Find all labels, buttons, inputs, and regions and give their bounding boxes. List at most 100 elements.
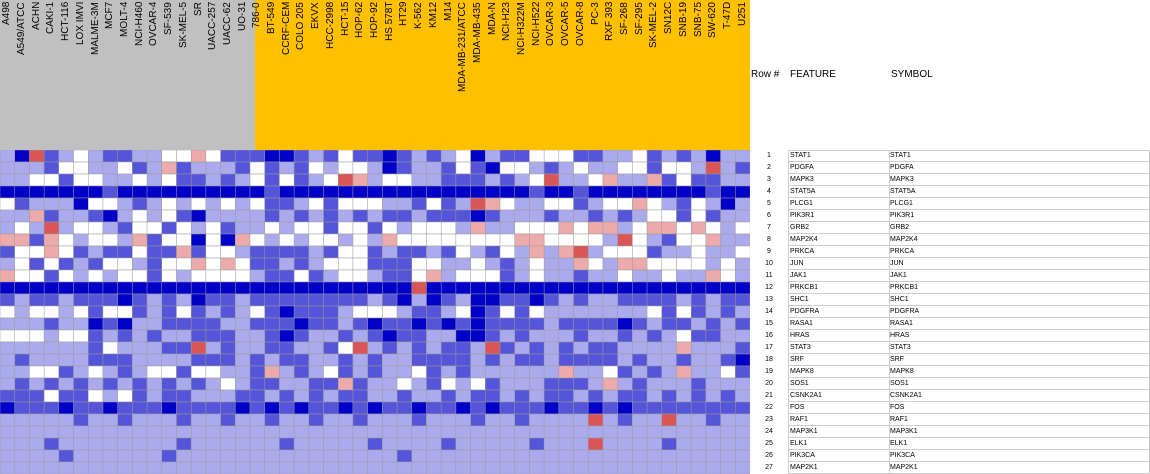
heatmap-cell bbox=[382, 401, 398, 415]
heatmap-cell bbox=[161, 293, 177, 307]
heatmap-cell bbox=[411, 233, 427, 247]
heatmap-cell bbox=[455, 293, 471, 307]
heatmap-cell bbox=[87, 401, 104, 415]
feature-cell: SRF bbox=[790, 356, 804, 363]
heatmap-cell bbox=[529, 233, 545, 247]
heatmap-cell bbox=[43, 341, 60, 355]
heatmap-cell bbox=[382, 305, 398, 319]
heatmap-cell bbox=[337, 461, 354, 474]
grid-line bbox=[889, 366, 890, 378]
heatmap-cell bbox=[264, 281, 280, 295]
heatmap-cell bbox=[73, 161, 89, 175]
heatmap-cell bbox=[543, 365, 560, 379]
heatmap-cell bbox=[102, 365, 119, 379]
heatmap-cell bbox=[308, 257, 324, 271]
heatmap-cell bbox=[73, 329, 89, 343]
heatmap-cell bbox=[455, 269, 471, 283]
heatmap-cell bbox=[87, 293, 104, 307]
heatmap-cell bbox=[602, 150, 619, 163]
heatmap-cell bbox=[279, 233, 295, 247]
heatmap-cell bbox=[720, 329, 736, 343]
heatmap-cell bbox=[720, 209, 736, 223]
heatmap-cell bbox=[235, 425, 251, 439]
heatmap-cell bbox=[690, 257, 707, 271]
heatmap-cell bbox=[249, 185, 266, 199]
heatmap-cell bbox=[602, 413, 619, 427]
heatmap-cell bbox=[661, 353, 677, 367]
heatmap-cell bbox=[602, 329, 619, 343]
grid-line bbox=[788, 246, 789, 258]
heatmap-cell bbox=[411, 389, 427, 403]
heatmap-cell bbox=[279, 425, 295, 439]
heatmap-cell bbox=[87, 377, 104, 391]
heatmap-cell bbox=[573, 437, 589, 451]
heatmap-cell bbox=[132, 413, 148, 427]
column-label: U251 bbox=[736, 2, 748, 26]
heatmap-cell bbox=[426, 293, 442, 307]
heatmap-cell bbox=[396, 209, 413, 223]
heatmap-cell bbox=[337, 437, 354, 451]
heatmap-cell bbox=[646, 461, 663, 474]
heatmap-cell bbox=[190, 353, 207, 367]
feature-cell: CSNK2A1 bbox=[790, 392, 822, 399]
heatmap-cell bbox=[705, 329, 721, 343]
heatmap-cell bbox=[382, 185, 398, 199]
symbol-cell: MAP3K1 bbox=[890, 428, 918, 435]
heatmap-cell bbox=[720, 353, 736, 367]
heatmap-cell bbox=[14, 353, 30, 367]
feature-cell: HRAS bbox=[790, 332, 810, 339]
heatmap-cell bbox=[323, 233, 339, 247]
heatmap-cell bbox=[264, 197, 280, 211]
heatmap-cell bbox=[735, 365, 750, 379]
row-number: 7 bbox=[767, 224, 771, 231]
heatmap-cell bbox=[87, 150, 104, 163]
heatmap-cell bbox=[117, 377, 133, 391]
heatmap-cell bbox=[558, 209, 574, 223]
heatmap-cell bbox=[646, 329, 663, 343]
heatmap-cell bbox=[573, 413, 589, 427]
heatmap-cell bbox=[587, 233, 604, 247]
heatmap-cell bbox=[558, 461, 574, 474]
heatmap-cell bbox=[646, 413, 663, 427]
heatmap-cell bbox=[264, 365, 280, 379]
heatmap-cell bbox=[176, 233, 192, 247]
heatmap-cell bbox=[308, 461, 324, 474]
heatmap-cell bbox=[485, 425, 501, 439]
heatmap-cell bbox=[176, 150, 192, 163]
heatmap-cell bbox=[132, 269, 148, 283]
heatmap-cell bbox=[132, 449, 148, 463]
heatmap-cell bbox=[352, 401, 369, 415]
table-row: 11 JAK1 JAK1 bbox=[750, 270, 1150, 282]
heatmap-cell bbox=[117, 245, 133, 259]
heatmap-cell bbox=[293, 449, 310, 463]
heatmap-cell bbox=[0, 221, 16, 235]
heatmap-cell bbox=[720, 281, 736, 295]
heatmap-cell bbox=[264, 245, 280, 259]
heatmap-cell bbox=[176, 341, 192, 355]
heatmap-cell bbox=[117, 365, 133, 379]
heatmap-cell bbox=[499, 353, 516, 367]
heatmap-cell bbox=[249, 317, 266, 331]
heatmap-cell bbox=[426, 221, 442, 235]
heatmap-cell bbox=[646, 437, 663, 451]
heatmap-cell bbox=[440, 150, 457, 163]
heatmap-cell bbox=[440, 413, 457, 427]
heatmap-cell bbox=[367, 425, 383, 439]
heatmap-cell bbox=[455, 437, 471, 451]
heatmap-cell bbox=[396, 449, 413, 463]
heatmap-cell bbox=[440, 233, 457, 247]
heatmap-cell bbox=[617, 173, 633, 187]
symbol-cell: SOS1 bbox=[890, 380, 909, 387]
table-row: 5 PLCG1 PLCG1 bbox=[750, 198, 1150, 210]
heatmap-cell bbox=[161, 197, 177, 211]
heatmap-cell bbox=[73, 353, 89, 367]
heatmap-cell bbox=[676, 209, 692, 223]
column-label: OVCAR-4 bbox=[148, 2, 160, 47]
heatmap-cell bbox=[249, 221, 266, 235]
heatmap-cell bbox=[426, 413, 442, 427]
heatmap-cell bbox=[543, 389, 560, 403]
heatmap-cell bbox=[146, 293, 163, 307]
heatmap-cell bbox=[558, 305, 574, 319]
heatmap-cell bbox=[617, 365, 633, 379]
heatmap-cell bbox=[661, 161, 677, 175]
